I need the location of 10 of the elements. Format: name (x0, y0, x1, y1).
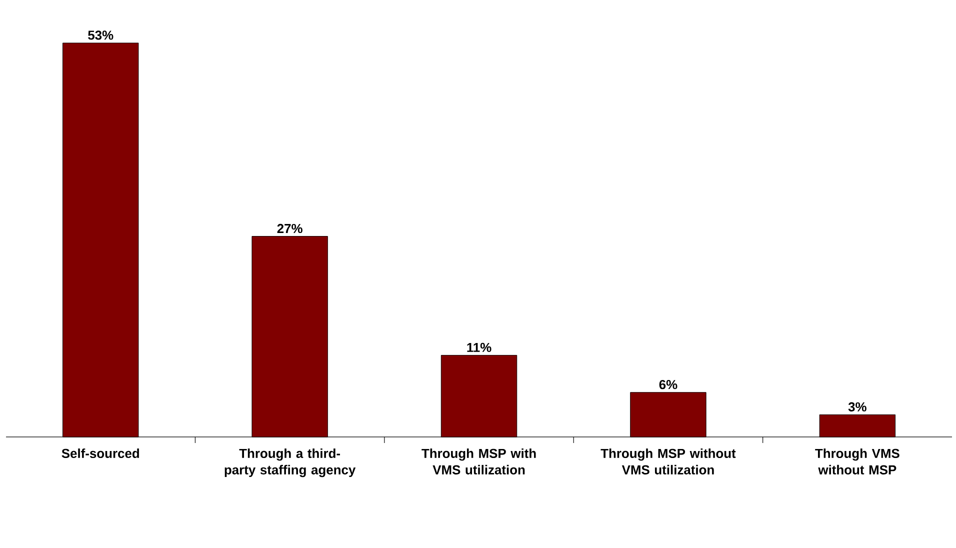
x-tick-label: Through VMS without MSP (815, 448, 900, 474)
x-tick-label: Through a third-party staffing agency (224, 448, 356, 478)
x-tick-label: Through MSP with VMS utilization (422, 448, 536, 474)
data-label: 6% (659, 380, 678, 390)
data-label: 11% (467, 342, 492, 352)
data-label: 53% (88, 30, 114, 40)
data-label: 27% (277, 224, 302, 234)
data-label: 3% (848, 402, 866, 412)
x-tick-label: Self-sourced (62, 448, 139, 458)
x-tick-label: Through MSP without VMS utilization (600, 448, 736, 474)
